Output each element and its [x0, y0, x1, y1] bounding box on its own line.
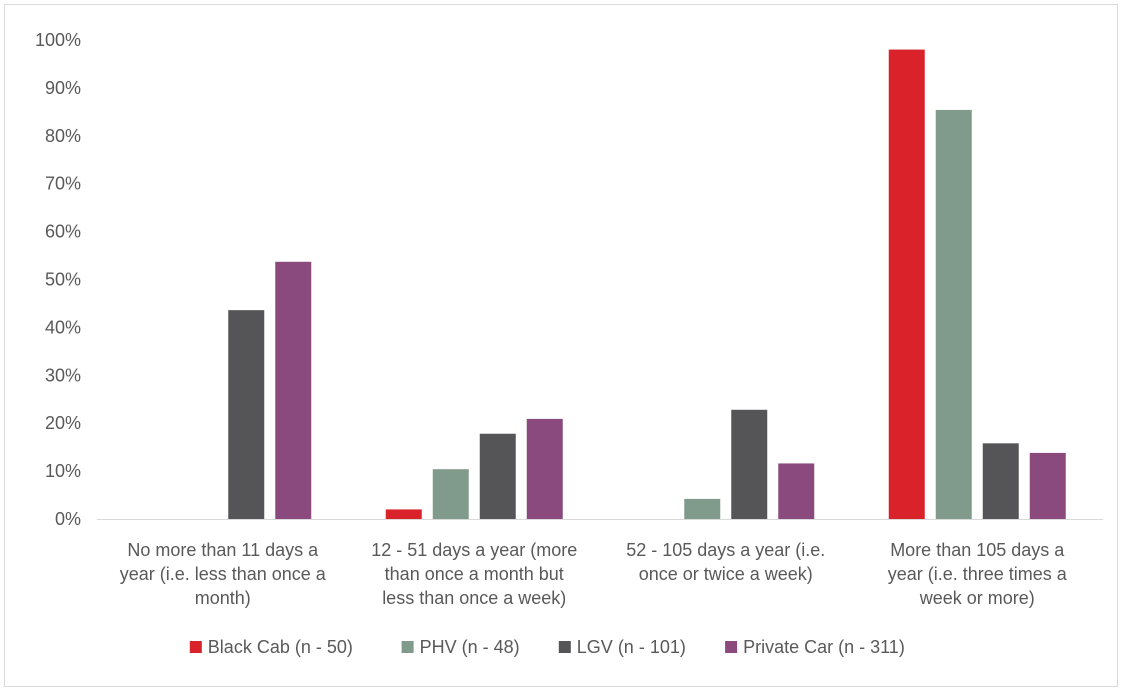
legend-label: LGV (n - 101) [577, 637, 686, 657]
x-tick-label: than once a month but [385, 564, 564, 584]
x-tick-label: year (i.e. less than once a [120, 564, 327, 584]
y-tick-label: 0% [55, 509, 81, 529]
x-tick-label: once or twice a week) [639, 564, 813, 584]
x-tick-label: More than 105 days a [890, 540, 1065, 560]
y-tick-label: 30% [45, 365, 81, 385]
bar [385, 509, 422, 519]
legend-swatch [401, 641, 414, 653]
bar [982, 443, 1019, 519]
bar [935, 109, 972, 520]
y-tick-label: 100% [35, 30, 81, 50]
bar [479, 433, 516, 519]
x-tick-label: No more than 11 days a [127, 540, 319, 560]
bar [432, 469, 469, 519]
legend-swatch [558, 641, 571, 653]
legend-swatch [725, 641, 738, 653]
bar [888, 49, 925, 520]
bar [228, 310, 265, 519]
chart-frame: 0% 10% 20% 30% 40% 50% 60% 70% 80% 90% 100% No more… [4, 4, 1118, 687]
bar [1029, 452, 1066, 519]
y-tick-label: 50% [45, 270, 81, 290]
x-tick-label: 12 - 51 days a year (more [371, 540, 577, 560]
y-tick-label: 60% [45, 222, 81, 242]
legend-label: Black Cab (n - 50) [208, 637, 353, 657]
x-tick-label: less than once a week) [382, 588, 566, 608]
bar [731, 409, 768, 519]
x-tick-label: 52 - 105 days a year (i.e. [626, 540, 825, 560]
legend-label: Private Car (n - 311) [743, 637, 905, 657]
x-tick-label: month) [195, 588, 251, 608]
bar-chart: 0% 10% 20% 30% 40% 50% 60% 70% 80% 90% 100% No more… [35, 30, 1103, 657]
legend-swatch [189, 641, 202, 653]
y-tick-label: 40% [45, 317, 81, 337]
bar [684, 498, 721, 519]
y-tick-label: 90% [45, 78, 81, 98]
y-tick-label: 10% [45, 461, 81, 481]
x-tick-label: year (i.e. three times a [888, 564, 1068, 584]
y-tick-label: 20% [45, 413, 81, 433]
legend-label: PHV (n - 48) [420, 637, 520, 657]
x-tick-label: week or more) [919, 588, 1035, 608]
y-tick-label: 80% [45, 126, 81, 146]
bar [778, 463, 815, 519]
bar [275, 261, 312, 519]
y-tick-label: 70% [45, 174, 81, 194]
bar [526, 418, 563, 519]
